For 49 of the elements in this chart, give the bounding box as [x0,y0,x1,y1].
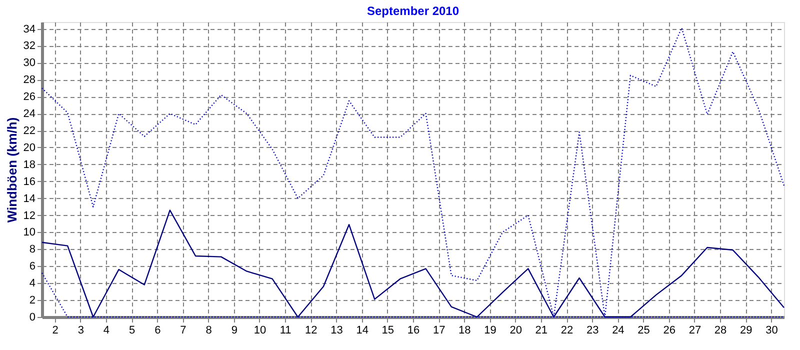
x-tick-label: 26 [663,324,676,336]
y-tick-label: 20 [23,142,36,154]
x-tick-label: 20 [510,324,522,336]
x-tick-label: 12 [305,324,318,336]
y-tick-label: 14 [23,192,36,205]
y-tick-label: 16 [23,176,36,188]
x-tick-label: 25 [638,324,650,336]
y-tick-label: 30 [23,57,36,70]
x-tick-label: 27 [688,324,702,336]
x-tick-label: 16 [407,324,420,336]
x-tick-label: 4 [103,324,110,336]
y-tick-label: 22 [23,125,36,138]
x-tick-label: 9 [231,324,238,336]
y-tick-label: 24 [23,108,36,120]
x-tick-label: 29 [740,324,752,336]
x-tick-label: 30 [766,324,778,336]
y-tick-label: 10 [23,226,36,239]
x-tick-label: 8 [206,324,212,336]
x-tick-label: 5 [128,324,136,336]
y-tick-label: 2 [29,294,36,307]
x-tick-label: 11 [280,324,292,336]
x-tick-label: 6 [154,324,161,336]
x-tick-label: 10 [254,324,266,336]
x-tick-label: 15 [382,324,394,336]
y-tick-label: 12 [23,210,36,222]
y-tick-label: 6 [29,260,36,273]
x-tick-label: 14 [356,324,368,336]
x-tick-label: 18 [458,324,471,336]
y-tick-label: 18 [23,158,36,171]
x-tick-label: 22 [560,324,574,336]
x-tick-label: 28 [714,324,727,336]
x-tick-label: 7 [180,324,186,336]
y-tick-label: 8 [29,244,36,256]
y-axis-title: Windböen (km/h) [4,117,20,223]
y-tick-label: 0 [29,312,36,324]
y-tick-label: 32 [23,40,36,52]
x-tick-label: 21 [535,324,548,336]
chart-title: September 2010 [366,4,460,18]
x-tick-label: 2 [52,324,58,336]
y-tick-label: 4 [29,278,36,290]
y-tick-label: 34 [23,23,36,36]
x-tick-label: 24 [612,324,624,336]
y-tick-label: 26 [23,91,36,104]
x-tick-label: 13 [330,324,343,336]
x-tick-label: 3 [78,324,84,336]
x-tick-label: 23 [586,324,599,336]
y-tick-label: 28 [23,74,36,86]
x-tick-label: 19 [484,324,496,336]
x-tick-label: 17 [432,324,446,336]
